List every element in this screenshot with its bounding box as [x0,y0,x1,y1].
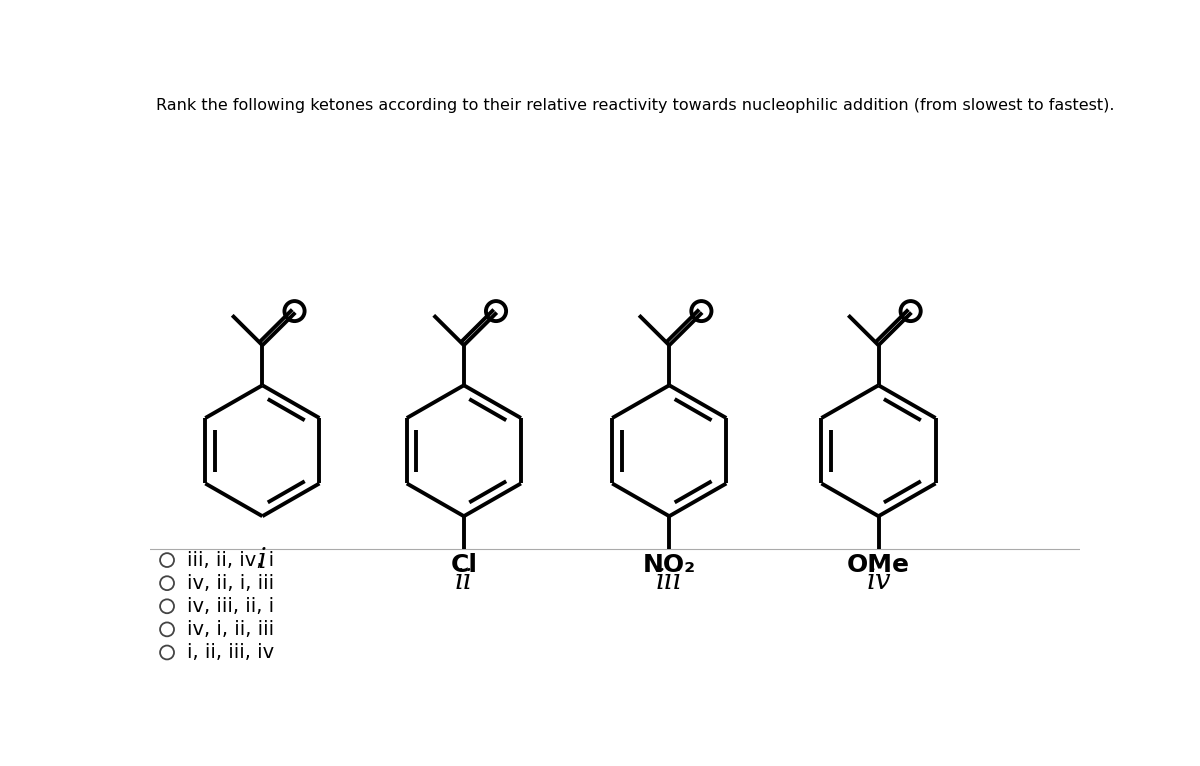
Text: iv, iii, ii, i: iv, iii, ii, i [187,597,275,616]
Text: iii, ii, iv, i: iii, ii, iv, i [187,551,275,570]
Text: i: i [258,548,266,574]
Text: i, ii, iii, iv: i, ii, iii, iv [187,643,275,662]
Text: iv, ii, i, iii: iv, ii, i, iii [187,574,275,593]
Text: Rank the following ketones according to their relative reactivity towards nucleo: Rank the following ketones according to … [156,98,1115,113]
Text: iii: iii [656,568,683,595]
Text: iv: iv [866,568,890,595]
Text: iv, i, ii, iii: iv, i, ii, iii [187,620,275,639]
Text: ii: ii [455,568,473,595]
Text: Cl: Cl [450,553,478,577]
Text: OMe: OMe [847,553,910,577]
Text: NO₂: NO₂ [643,553,696,577]
